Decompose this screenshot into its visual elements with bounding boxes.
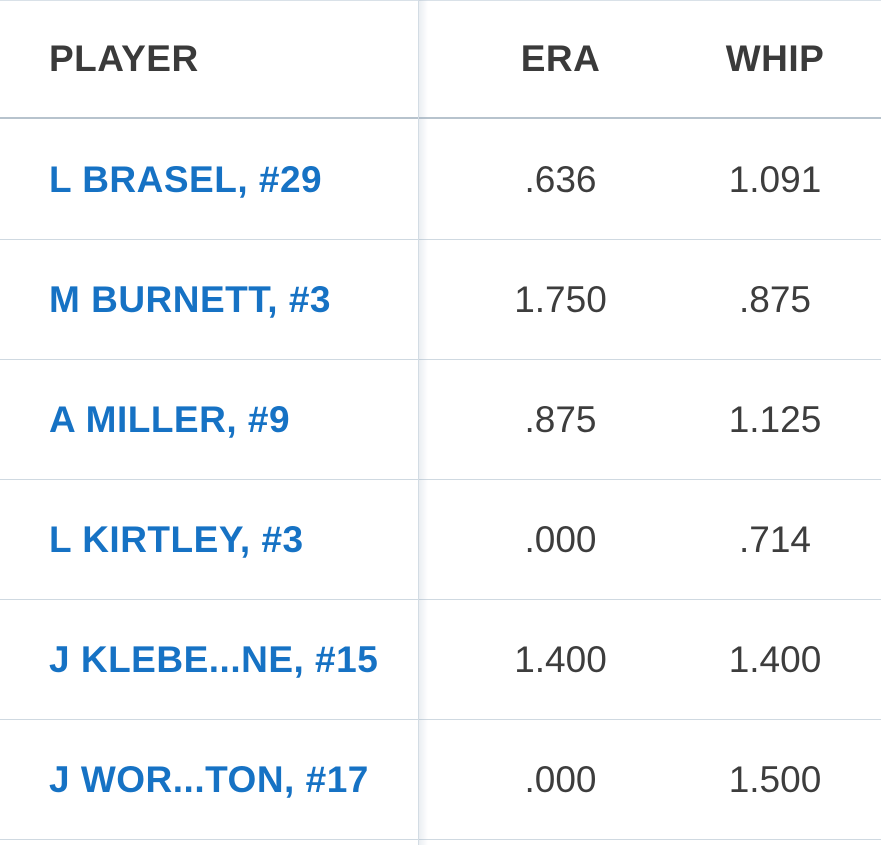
whip-value: .875 [738, 278, 811, 320]
table-top-divider [0, 0, 881, 1]
column-header-whip[interactable]: WHIP [725, 38, 825, 79]
era-value: 1.400 [514, 638, 607, 680]
column-header-era[interactable]: ERA [520, 38, 601, 79]
frozen-column-divider [418, 0, 419, 845]
era-value: .636 [524, 158, 597, 200]
table-row: J KLEBE...NE, #15 1.400 1.400 [0, 600, 881, 720]
whip-value: 1.500 [728, 758, 822, 800]
whip-value: 1.125 [728, 398, 822, 440]
player-link[interactable]: J WOR...TON, #17 [49, 758, 369, 800]
era-value: .000 [524, 758, 597, 800]
table-row: M BURNETT, #3 1.750 .875 [0, 240, 881, 360]
player-link[interactable]: A MILLER, #9 [49, 398, 291, 440]
player-link[interactable]: J KLEBE...NE, #15 [49, 638, 379, 680]
era-value: 1.750 [514, 278, 607, 320]
table-row: L BRASEL, #29 .636 1.091 [0, 120, 881, 240]
whip-value: .714 [738, 518, 811, 560]
whip-value: 1.091 [728, 158, 822, 200]
player-link[interactable]: M BURNETT, #3 [49, 278, 331, 320]
table-header-row: PLAYER ERA WHIP [0, 1, 881, 119]
era-value: .000 [524, 518, 597, 560]
column-header-player[interactable]: PLAYER [49, 38, 199, 79]
whip-value: 1.400 [728, 638, 822, 680]
era-value: .875 [524, 398, 597, 440]
table-row: L KIRTLEY, #3 .000 .714 [0, 480, 881, 600]
player-link[interactable]: L KIRTLEY, #3 [49, 518, 304, 560]
table-row: J WOR...TON, #17 .000 1.500 [0, 720, 881, 840]
table-row: A MILLER, #9 .875 1.125 [0, 360, 881, 480]
player-link[interactable]: L BRASEL, #29 [49, 158, 323, 200]
